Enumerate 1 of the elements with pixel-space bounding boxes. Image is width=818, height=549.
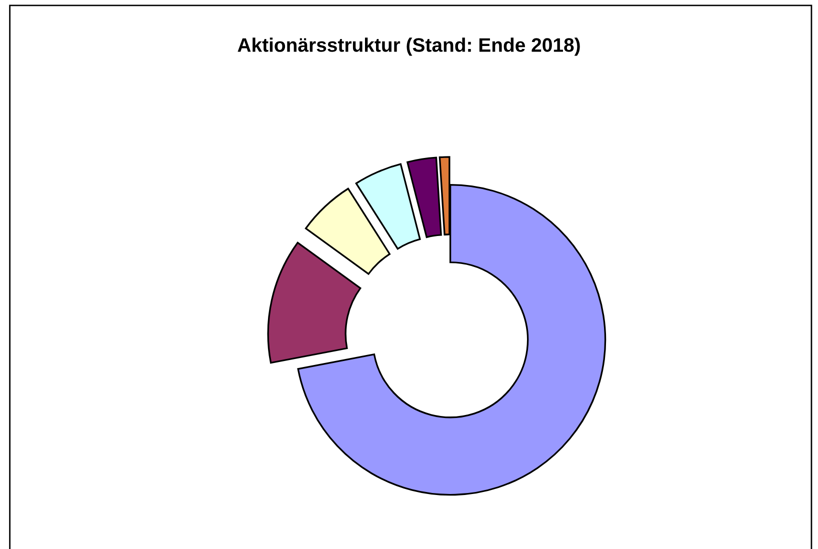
chart-title: Aktionärsstruktur (Stand: Ende 2018) — [238, 38, 580, 56]
